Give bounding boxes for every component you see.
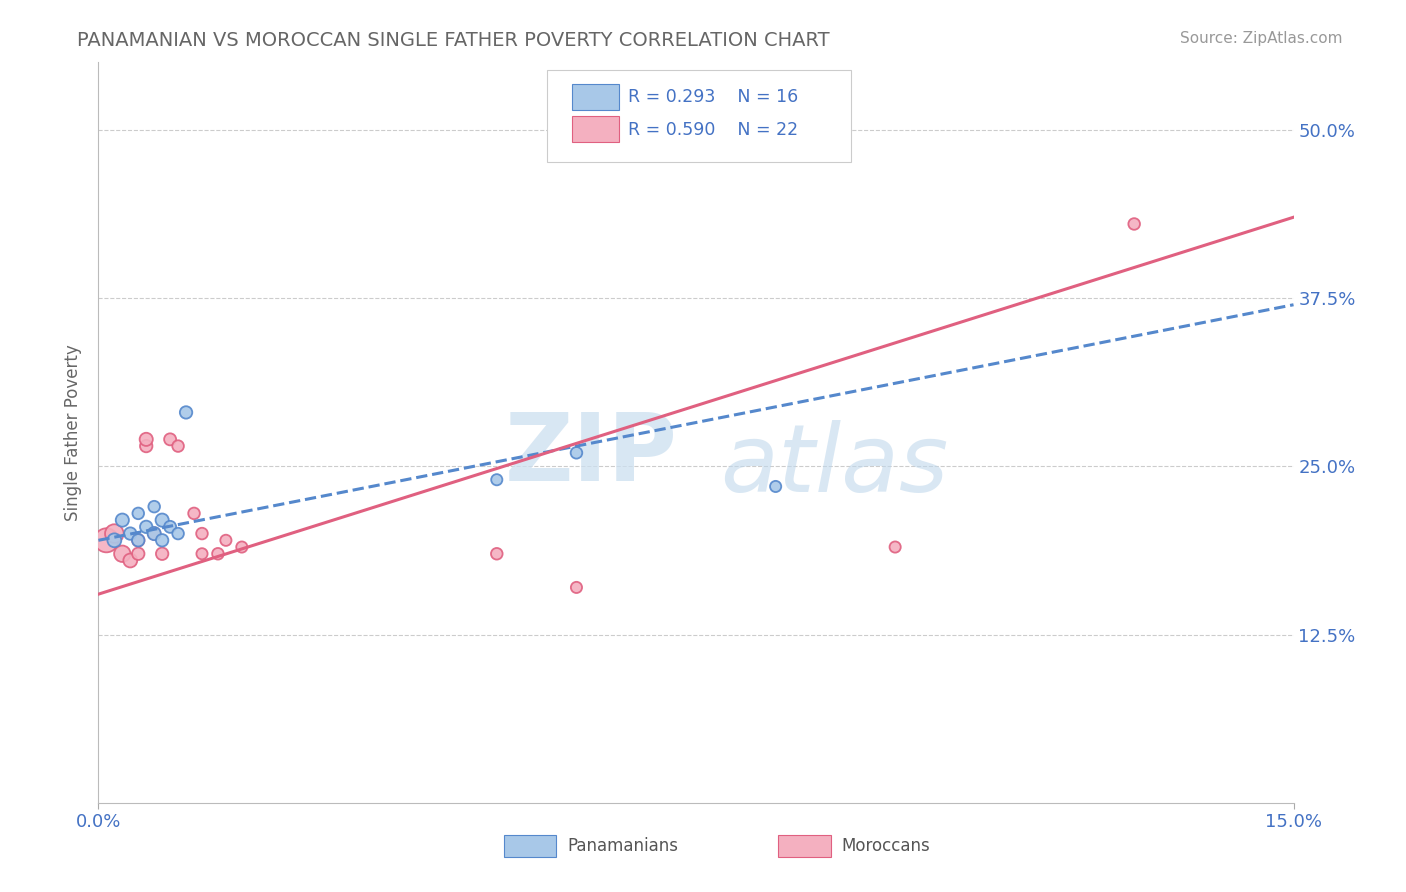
Point: [103, 533, 125, 548]
Point: [167, 526, 190, 541]
Text: PANAMANIAN VS MOROCCAN SINGLE FATHER POVERTY CORRELATION CHART: PANAMANIAN VS MOROCCAN SINGLE FATHER POV…: [77, 31, 830, 50]
FancyBboxPatch shape: [547, 70, 852, 162]
Point: [127, 533, 149, 548]
Point: [127, 507, 149, 521]
Y-axis label: Single Father Poverty: Single Father Poverty: [65, 344, 83, 521]
Point: [150, 513, 173, 527]
Point: [135, 433, 157, 447]
Text: ZIP: ZIP: [505, 409, 678, 500]
Point: [120, 553, 142, 567]
Text: Source: ZipAtlas.com: Source: ZipAtlas.com: [1180, 31, 1343, 46]
Point: [215, 533, 238, 548]
FancyBboxPatch shape: [572, 84, 620, 110]
Point: [150, 547, 173, 561]
Point: [150, 533, 173, 548]
Point: [191, 526, 214, 541]
FancyBboxPatch shape: [572, 117, 620, 143]
Point: [103, 526, 125, 541]
Point: [167, 439, 190, 453]
Point: [1123, 217, 1146, 231]
Point: [765, 479, 787, 493]
Point: [159, 520, 181, 534]
Point: [159, 433, 181, 447]
Point: [127, 533, 149, 548]
Point: [231, 540, 253, 554]
FancyBboxPatch shape: [779, 835, 831, 857]
Point: [143, 526, 166, 541]
Text: R = 0.293    N = 16: R = 0.293 N = 16: [628, 88, 799, 106]
Point: [183, 507, 205, 521]
Point: [120, 526, 142, 541]
Point: [485, 473, 508, 487]
Point: [143, 526, 166, 541]
Point: [565, 581, 588, 595]
Text: Moroccans: Moroccans: [842, 837, 931, 855]
Point: [96, 533, 118, 548]
Point: [174, 405, 197, 419]
FancyBboxPatch shape: [503, 835, 557, 857]
Point: [127, 547, 149, 561]
Point: [884, 540, 907, 554]
Point: [135, 520, 157, 534]
Point: [207, 547, 229, 561]
Point: [485, 547, 508, 561]
Text: R = 0.590    N = 22: R = 0.590 N = 22: [628, 120, 799, 139]
Point: [111, 547, 134, 561]
Point: [143, 500, 166, 514]
Point: [565, 446, 588, 460]
Point: [191, 547, 214, 561]
Point: [135, 439, 157, 453]
Text: atlas: atlas: [720, 420, 948, 511]
Point: [111, 513, 134, 527]
Text: Panamanians: Panamanians: [567, 837, 678, 855]
